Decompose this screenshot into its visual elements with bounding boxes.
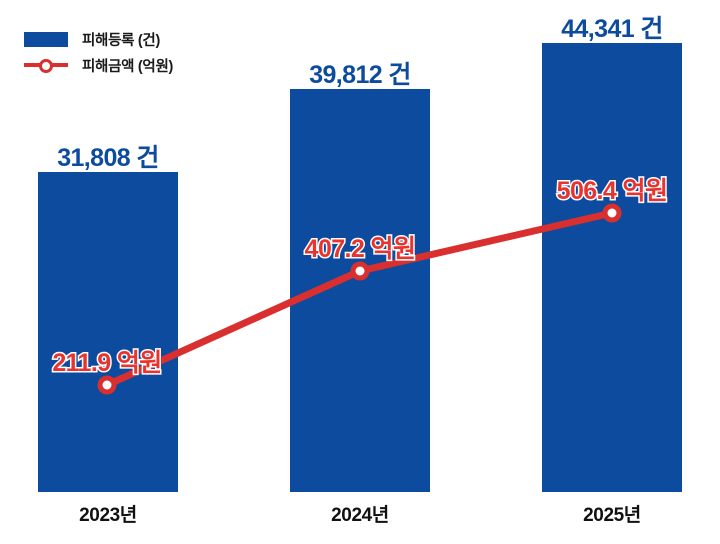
bar-2023[interactable] (38, 172, 178, 492)
x-axis-label-2024: 2024년 (331, 505, 389, 526)
x-axis-label-2023: 2023년 (79, 505, 137, 526)
bar-2024[interactable] (290, 89, 430, 492)
legend-item-line[interactable]: 피해금액 (억원) (24, 52, 254, 78)
bar-value-label-2023: 31,808 건 (57, 144, 159, 172)
bar-2025[interactable] (542, 43, 682, 492)
line-marker-icon (24, 57, 68, 73)
legend-item-bar-label: 피해등록 (건) (82, 32, 160, 49)
legend-line-dot (39, 59, 53, 73)
chart-legend: 피해등록 (건) 피해금액 (억원) (24, 26, 254, 78)
bar-swatch-icon (24, 31, 68, 47)
bar-value-label-2025: 44,341 건 (561, 15, 663, 43)
point-value-label-2025: 506.4 억원 (555, 176, 669, 207)
point-value-label-2023: 211.9 억원 (51, 348, 164, 379)
point-value-label-2024: 407.2 억원 (303, 234, 417, 265)
legend-item-bar[interactable]: 피해등록 (건) (24, 26, 254, 52)
x-axis-label-2025: 2025년 (583, 505, 641, 526)
legend-item-line-label: 피해금액 (억원) (82, 58, 174, 75)
bar-value-label-2024: 39,812 건 (309, 61, 411, 89)
